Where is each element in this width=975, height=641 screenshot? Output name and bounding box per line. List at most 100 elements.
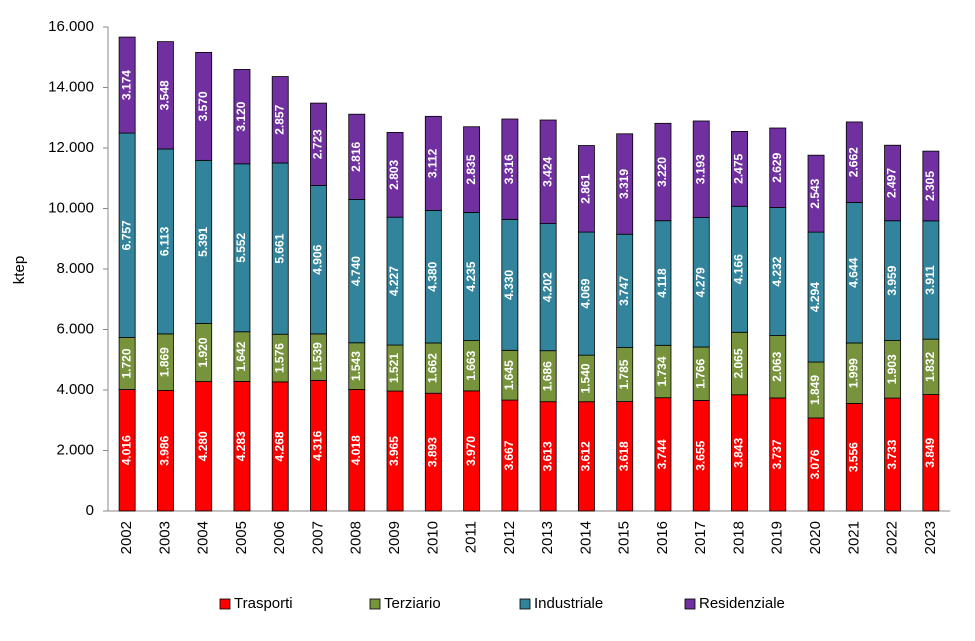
value-label: 2.497 [885,168,899,198]
value-label: 3.986 [158,435,172,465]
bar-segment [271,76,289,164]
bar-segment [654,122,672,222]
value-label: 2.816 [349,141,363,171]
y-tick-label: 6.000 [56,320,94,337]
x-tick-label: 2015 [616,521,633,554]
value-label: 1.785 [617,359,631,389]
value-label: 4.069 [579,278,593,308]
x-tick-label: 2011 [463,521,480,553]
value-label: 2.475 [732,153,746,183]
value-label: 1.903 [885,354,899,384]
bar-segment [195,51,213,161]
value-label: 3.613 [540,441,554,471]
value-label: 1.999 [846,358,860,388]
x-tick-label: 2022 [884,521,901,554]
value-label: 1.720 [119,348,133,378]
value-label: 3.316 [502,154,516,184]
value-label: 4.380 [425,261,439,291]
bar-segment [348,113,366,200]
x-tick-label: 2005 [233,521,250,554]
legend-swatch [684,598,696,610]
x-tick-label: 2023 [922,521,939,554]
value-label: 2.803 [387,159,401,189]
value-label: 1.734 [655,356,669,386]
value-label: 5.661 [272,233,286,263]
value-label: 1.766 [693,358,707,388]
value-label: 1.686 [540,361,554,391]
value-label: 2.305 [923,171,937,201]
value-label: 3.424 [540,156,554,186]
bar-segment [577,145,595,233]
value-label: 3.849 [923,437,937,467]
y-tick-label: 2.000 [56,441,94,458]
x-tick-label: 2019 [769,521,786,554]
value-label: 4.283 [234,431,248,461]
x-tick-label: 2008 [348,521,365,554]
value-label: 1.576 [272,343,286,373]
value-label: 1.540 [579,363,593,393]
value-label: 3.965 [387,436,401,466]
value-label: 3.220 [655,157,669,187]
x-tick-label: 2020 [807,521,824,554]
bar-segment [310,102,327,186]
value-label: 1.849 [808,375,822,405]
value-label: 3.174 [119,70,133,100]
value-label: 3.911 [923,265,937,295]
bar-segment [922,150,940,222]
bar-segment [731,130,748,207]
legend-label: Residenziale [699,595,785,612]
x-tick-label: 2004 [195,521,212,554]
value-label: 2.835 [464,154,478,184]
value-label: 3.612 [579,441,593,471]
value-label: 4.644 [846,257,860,287]
legend-label: Trasporti [234,595,293,612]
x-tick-label: 2012 [501,521,518,554]
value-label: 1.869 [158,347,172,377]
value-label: 4.279 [693,267,707,297]
y-axis-label: ktep [11,256,28,284]
x-tick-label: 2013 [539,521,556,554]
bar-segment [156,41,174,150]
y-tick-label: 16.000 [48,18,94,35]
value-label: 4.316 [311,430,325,460]
x-tick-label: 2002 [118,521,135,554]
bar-segment [501,118,519,220]
value-label: 4.268 [272,431,286,461]
x-tick-label: 2009 [386,521,403,554]
value-label: 5.552 [234,232,248,262]
value-label: 6.113 [158,226,172,256]
value-label: 1.832 [923,352,937,382]
legend-swatch [519,598,531,610]
y-tick-label: 4.000 [56,381,94,398]
value-label: 2.543 [808,178,822,208]
legend-swatch [219,598,231,610]
value-label: 4.906 [311,244,325,274]
legend-label: Terziario [384,595,441,612]
value-label: 1.920 [196,337,210,367]
value-label: 3.193 [693,154,707,184]
value-label: 1.662 [425,353,439,383]
value-label: 4.294 [808,282,822,312]
value-label: 3.120 [234,101,248,131]
value-label: 4.018 [349,435,363,465]
value-label: 3.747 [617,276,631,306]
value-label: 2.662 [846,147,860,177]
value-label: 3.843 [732,438,746,468]
y-tick-label: 14.000 [48,78,94,95]
value-label: 3.737 [770,439,784,469]
value-label: 4.232 [770,256,784,286]
value-label: 4.227 [387,266,401,296]
x-tick-label: 2010 [424,521,441,554]
bar-segment [118,36,136,134]
value-label: 3.744 [655,439,669,469]
bar-segment [692,120,710,218]
value-label: 3.667 [502,440,516,470]
value-label: 3.733 [885,439,899,469]
x-tick-label: 2003 [156,521,173,554]
x-tick-label: 2014 [577,521,594,554]
bar-segment [424,115,442,211]
value-label: 3.570 [196,91,210,121]
bar-segment [807,154,825,233]
value-label: 2.629 [770,152,784,182]
